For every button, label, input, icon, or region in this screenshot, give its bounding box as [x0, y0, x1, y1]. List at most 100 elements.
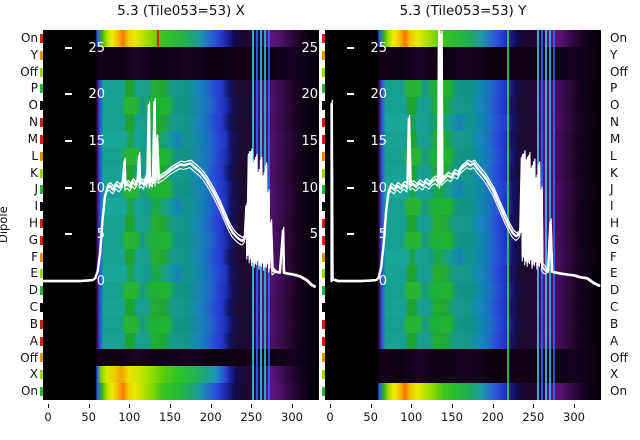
x-tick-dash [330, 404, 332, 408]
dipole-row-label-left: L [31, 148, 38, 163]
row-edge-mark [40, 303, 43, 312]
row-edge-mark [322, 134, 325, 144]
heatmap-row-on-21 [40, 383, 319, 400]
row-edge-mark [322, 218, 325, 228]
row-edge-mark [40, 50, 43, 60]
dipole-row-label-right: Off [610, 350, 628, 365]
row-edge-mark [322, 387, 325, 397]
response-trace-secondary [331, 27, 601, 286]
x-tick-dash [170, 404, 172, 408]
db-tick-label: 20 [88, 87, 105, 103]
dipole-row-label-right: I [610, 199, 614, 214]
marker-channel-line [157, 30, 159, 47]
dipole-row-label-left: O [28, 98, 38, 113]
heatmap-row-n-5 [322, 114, 601, 131]
heatmap-row-c-16 [40, 299, 319, 316]
row-edge-mark [40, 336, 43, 346]
row-edge-mark [322, 151, 325, 161]
db-tick-label: 0 [378, 274, 387, 289]
heatmap-row-o-4 [40, 97, 319, 115]
dipole-row-label-right: Off [610, 64, 628, 79]
db-tick-label: 5 [378, 227, 387, 243]
heatmap-row-m-6 [322, 130, 601, 148]
row-edge-mark [322, 168, 325, 178]
x-tick-dash [88, 404, 90, 408]
heatmap-row-e-14 [322, 265, 601, 283]
row-edge-mark [322, 269, 325, 279]
dipole-row-label-right: On [610, 31, 628, 45]
dipole-row-label-right: P [610, 81, 618, 96]
response-curve-layer [330, 27, 601, 287]
row-edge-mark [322, 319, 325, 329]
dipole-row-label-right: C [610, 300, 619, 315]
heatmap-row-e-14 [40, 265, 319, 283]
heatmap-row-l-7 [322, 147, 601, 165]
heatmap-row-y-1 [322, 46, 601, 64]
row-edge-mark [322, 336, 325, 346]
heatmap-row-x-20 [40, 366, 319, 384]
dipole-row-label-right: N [610, 115, 619, 130]
row-edge-mark [40, 353, 43, 363]
dipole-row-label-left: On [20, 31, 38, 45]
dipole-row-label-left: F [31, 249, 38, 264]
dipole-row-label-left: J [34, 182, 38, 197]
dipole-row-label-left: A [29, 333, 38, 348]
db-tick-dash [347, 140, 354, 143]
dipole-row-label-right: X [610, 367, 619, 382]
row-edge-mark [40, 67, 43, 77]
dipole-row-label-left: I [34, 199, 38, 214]
x-tick-label: 100 [400, 410, 423, 424]
row-edge-mark [40, 134, 43, 144]
row-edge-mark [40, 235, 43, 245]
heatmap-row-m-6 [40, 130, 319, 148]
heatmap-row-d-15 [40, 282, 319, 299]
dipole-row-label-left: Off [20, 64, 38, 79]
row-edge-mark [40, 269, 43, 279]
dipole-row-label-right: D [610, 283, 620, 298]
heatmap-row-a-18 [40, 332, 319, 350]
heatmap-row-p-3 [322, 80, 601, 98]
x-tick-label: 0 [326, 410, 334, 424]
row-edge-mark [322, 286, 325, 296]
dipole-row-label-right: Y [610, 47, 618, 62]
x-tick-dash [452, 404, 454, 408]
heatmap-panel-y: 25 20 15 10 5 0 [322, 27, 601, 400]
dipole-row-label-right: M [610, 131, 621, 146]
dipole-row-label-right: H [610, 216, 620, 230]
response-trace-main [330, 29, 601, 287]
dipole-row-label-left: N [29, 115, 38, 130]
x-tick-dash [533, 404, 535, 408]
x-tick-label: 300 [281, 410, 303, 424]
heatmap-row-a-18 [322, 332, 601, 350]
row-edge-mark [40, 151, 43, 161]
x-tick-dash [129, 404, 131, 408]
row-edge-mark [322, 185, 325, 195]
x-tick-label: 150 [441, 410, 463, 424]
row-edge-mark [322, 353, 325, 363]
x-tick-label: 50 [363, 410, 378, 424]
rfi-channel-line [544, 30, 547, 400]
heatmap-row-on-21 [322, 383, 601, 400]
x-tick-dash [48, 404, 50, 408]
row-edge-mark [322, 84, 325, 94]
dipole-row-label-left: Y [30, 47, 38, 62]
row-edge-mark [322, 202, 325, 212]
dipole-row-label-left: K [30, 165, 38, 180]
row-edge-mark [40, 118, 43, 128]
db-tick-dash [347, 46, 354, 49]
dipole-row-label-right: E [610, 266, 618, 281]
dipole-row-label-left: B [29, 316, 38, 331]
x-tick-dash [370, 404, 372, 408]
row-edge-mark [322, 67, 325, 77]
row-edge-mark [40, 218, 43, 228]
heatmap-panel-x: 25 20 15 10 5 0 25 20 15 10 5 [40, 30, 319, 400]
x-tick-label: 200 [481, 410, 504, 424]
dipole-row-label-left: On [20, 384, 38, 399]
db-tick-dash [347, 233, 354, 236]
rfi-channel-line [506, 30, 509, 400]
db-tick-label-right: 5 [309, 227, 318, 243]
dipole-row-label-left: X [29, 367, 38, 382]
heatmap-row-d-15 [322, 282, 601, 299]
db-tick-dash [347, 280, 354, 282]
